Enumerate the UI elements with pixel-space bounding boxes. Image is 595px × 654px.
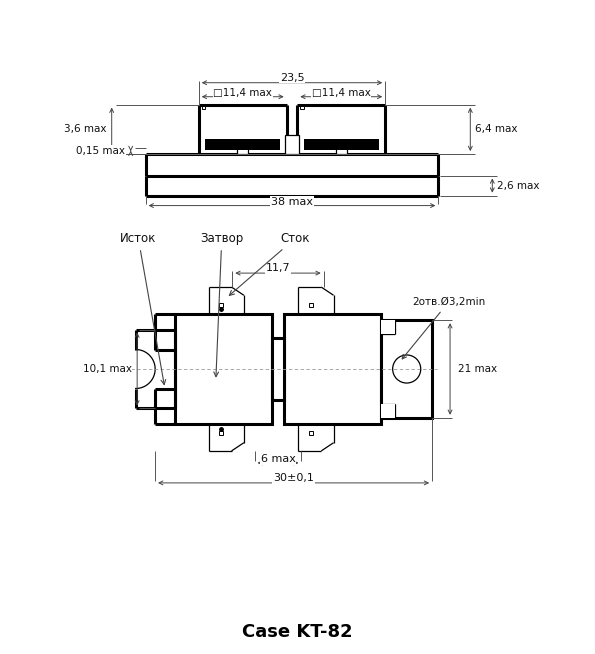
Text: 21 max: 21 max: [459, 364, 497, 374]
Text: □11,4 max: □11,4 max: [312, 88, 371, 97]
Text: 2,6 max: 2,6 max: [497, 181, 540, 190]
Bar: [309, 431, 313, 435]
Bar: [309, 303, 313, 307]
Text: 30±0,1: 30±0,1: [273, 473, 314, 483]
Text: 6 max: 6 max: [261, 454, 296, 464]
Bar: [381, 320, 396, 334]
Text: Case KT-82: Case KT-82: [242, 623, 352, 641]
Text: 11,7: 11,7: [266, 263, 290, 273]
Bar: [303, 139, 379, 150]
Text: Исток: Исток: [120, 232, 165, 385]
Text: 23,5: 23,5: [280, 73, 304, 82]
Text: 10,1 max: 10,1 max: [83, 364, 131, 374]
Bar: [272, 338, 284, 400]
Text: 2отв.Ø3,2min: 2отв.Ø3,2min: [402, 298, 485, 359]
Bar: [219, 303, 223, 307]
Bar: [285, 135, 299, 154]
Bar: [219, 431, 223, 435]
Bar: [284, 315, 381, 424]
Text: □11,4 max: □11,4 max: [213, 88, 272, 97]
Bar: [381, 320, 432, 418]
Text: 38 max: 38 max: [271, 197, 313, 207]
Bar: [175, 315, 272, 424]
Text: 3,6 max: 3,6 max: [64, 124, 107, 134]
Bar: [202, 106, 205, 109]
Bar: [205, 139, 280, 150]
Text: 0,15 max: 0,15 max: [76, 146, 125, 156]
Text: Сток: Сток: [229, 232, 309, 296]
Text: 6,4 max: 6,4 max: [475, 124, 518, 134]
Bar: [381, 404, 396, 418]
Bar: [237, 148, 249, 154]
Bar: [336, 148, 347, 154]
Bar: [300, 106, 304, 109]
Text: Затвор: Затвор: [200, 232, 243, 377]
